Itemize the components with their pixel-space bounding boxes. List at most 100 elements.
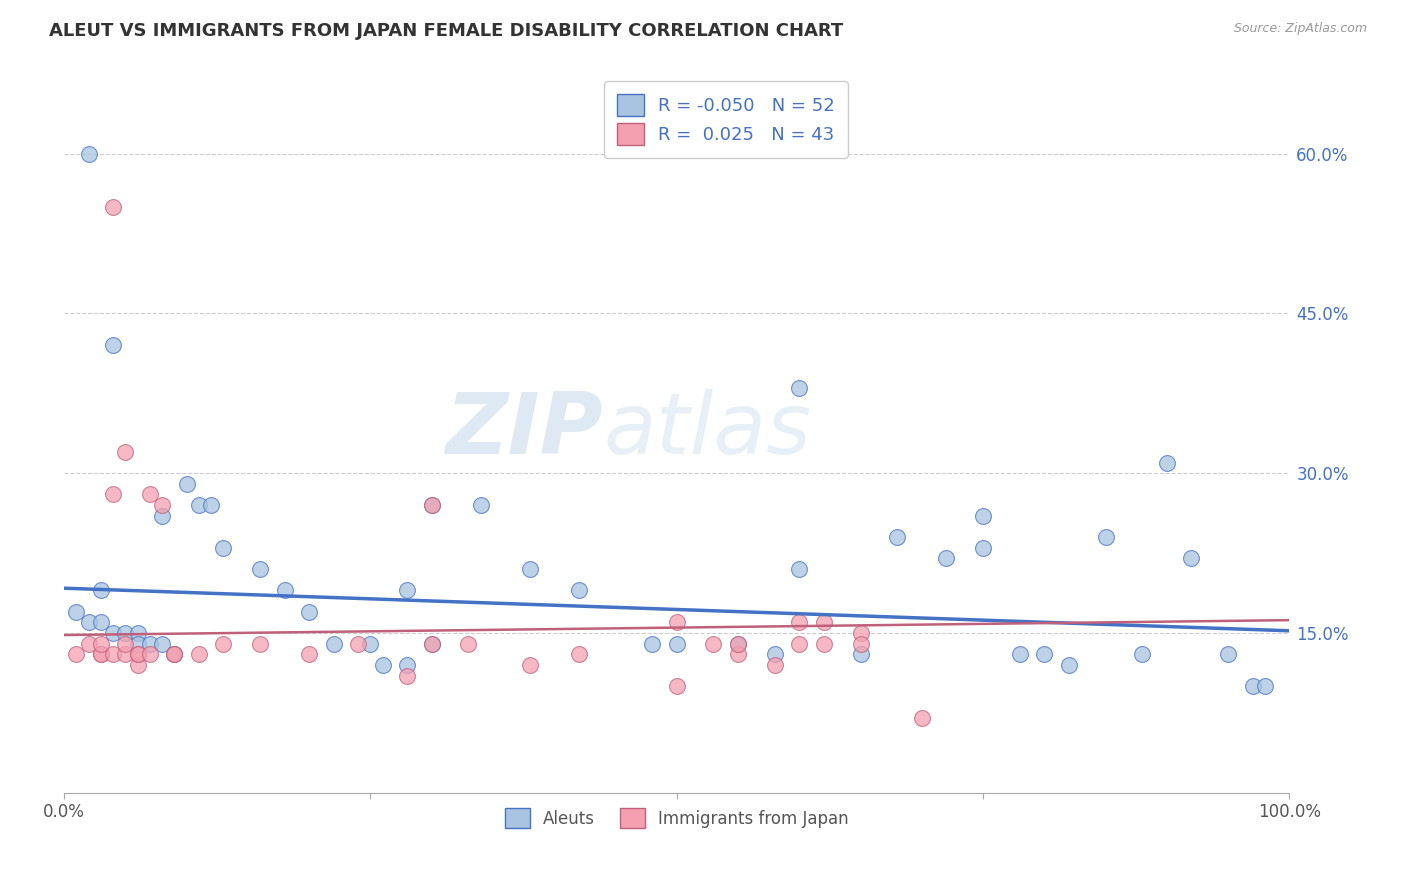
Point [457, 636, 479, 650]
Point [787, 562, 810, 576]
Point [1057, 657, 1080, 672]
Point [727, 636, 749, 650]
Point [163, 647, 186, 661]
Point [787, 615, 810, 630]
Point [114, 445, 136, 459]
Point [90, 636, 112, 650]
Point [641, 636, 664, 650]
Point [849, 647, 872, 661]
Point [702, 636, 724, 650]
Point [665, 615, 688, 630]
Point [150, 508, 173, 523]
Point [90, 583, 112, 598]
Point [849, 636, 872, 650]
Point [101, 487, 124, 501]
Point [420, 636, 443, 650]
Point [420, 636, 443, 650]
Point [65, 647, 87, 661]
Point [114, 647, 136, 661]
Point [249, 562, 271, 576]
Point [273, 583, 295, 598]
Point [101, 626, 124, 640]
Text: ALEUT VS IMMIGRANTS FROM JAPAN FEMALE DISABILITY CORRELATION CHART: ALEUT VS IMMIGRANTS FROM JAPAN FEMALE DI… [49, 22, 844, 40]
Point [101, 200, 124, 214]
Point [127, 626, 149, 640]
Point [568, 647, 591, 661]
Point [470, 498, 492, 512]
Point [77, 146, 100, 161]
Point [127, 657, 149, 672]
Point [101, 647, 124, 661]
Point [101, 338, 124, 352]
Point [1008, 647, 1031, 661]
Point [396, 657, 419, 672]
Point [420, 498, 443, 512]
Point [200, 498, 222, 512]
Point [359, 636, 381, 650]
Point [519, 657, 541, 672]
Point [727, 636, 749, 650]
Point [1130, 647, 1153, 661]
Point [763, 657, 786, 672]
Point [886, 530, 908, 544]
Text: Source: ZipAtlas.com: Source: ZipAtlas.com [1233, 22, 1367, 36]
Point [90, 615, 112, 630]
Point [65, 605, 87, 619]
Point [187, 498, 209, 512]
Point [787, 636, 810, 650]
Point [1033, 647, 1056, 661]
Point [519, 562, 541, 576]
Point [665, 636, 688, 650]
Point [665, 679, 688, 693]
Legend: Aleuts, Immigrants from Japan: Aleuts, Immigrants from Japan [498, 801, 855, 835]
Point [568, 583, 591, 598]
Point [212, 636, 235, 650]
Point [1216, 647, 1239, 661]
Text: atlas: atlas [603, 389, 811, 472]
Point [139, 636, 162, 650]
Point [163, 647, 186, 661]
Point [212, 541, 235, 555]
Point [972, 541, 994, 555]
Point [187, 647, 209, 661]
Point [77, 636, 100, 650]
Point [150, 636, 173, 650]
Point [139, 487, 162, 501]
Point [114, 636, 136, 650]
Point [849, 626, 872, 640]
Point [727, 647, 749, 661]
Point [249, 636, 271, 650]
Point [1094, 530, 1116, 544]
Point [813, 615, 835, 630]
Point [322, 636, 344, 650]
Point [127, 647, 149, 661]
Point [298, 647, 321, 661]
Point [163, 647, 186, 661]
Point [396, 668, 419, 682]
Text: ZIP: ZIP [446, 389, 603, 472]
Point [911, 711, 934, 725]
Point [127, 636, 149, 650]
Point [1180, 551, 1202, 566]
Point [935, 551, 957, 566]
Point [396, 583, 419, 598]
Point [371, 657, 394, 672]
Point [298, 605, 321, 619]
Point [787, 381, 810, 395]
Point [150, 498, 173, 512]
Point [763, 647, 786, 661]
Point [176, 476, 198, 491]
Point [1156, 456, 1178, 470]
Point [90, 647, 112, 661]
Point [139, 647, 162, 661]
Point [127, 647, 149, 661]
Point [114, 626, 136, 640]
Point [77, 615, 100, 630]
Point [972, 508, 994, 523]
Point [1241, 679, 1264, 693]
Point [90, 647, 112, 661]
Point [347, 636, 370, 650]
Point [1254, 679, 1277, 693]
Point [420, 498, 443, 512]
Point [813, 636, 835, 650]
